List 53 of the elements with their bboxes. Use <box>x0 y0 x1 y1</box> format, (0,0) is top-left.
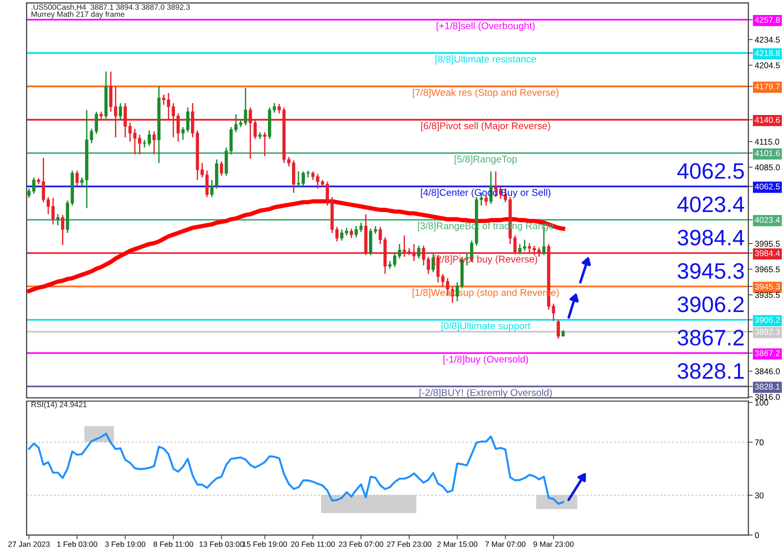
annotation: 3906.2 <box>678 296 744 312</box>
annotation: 3945.3 <box>678 263 744 279</box>
ref-line-label: [6/8]Pivot sell (Major Reverse) <box>421 122 550 132</box>
candlestick <box>556 319 560 340</box>
candlestick <box>272 102 276 114</box>
y-tick-label: 4115.0 <box>754 138 780 145</box>
y-tick-label: 3965.5 <box>754 266 780 272</box>
annotation: 3867.2 <box>678 330 744 346</box>
candlestick <box>76 170 79 187</box>
y-tick-label: 3935.5 <box>754 292 780 298</box>
y-tick-label: 100 <box>755 400 768 406</box>
ref-line-label: [5/8]RangeTop <box>454 155 517 164</box>
ref-line-label: [-1/8]buy (Oversold) <box>443 355 528 365</box>
candlestick <box>350 228 353 239</box>
y-tick-label: 3867.2 <box>754 350 780 356</box>
y-tick-label: 30 <box>754 492 764 498</box>
ref-line-label: [-2/8]BUY! (Extremly Oversold) <box>420 388 552 398</box>
y-tick-label: 3816.0 <box>754 394 780 400</box>
y-tick-label: 0 <box>754 532 759 538</box>
y-tick-label: 4023.4 <box>754 216 780 223</box>
y-tick-label: 3945.3 <box>754 284 780 290</box>
y-tick-label: 4062.5 <box>754 184 780 190</box>
candlestick <box>263 132 266 157</box>
candlestick <box>56 214 60 226</box>
line-series <box>28 432 564 505</box>
candlestick <box>432 252 435 273</box>
ref-line-label: [8/8]Ultimate resistance <box>436 55 536 64</box>
candlestick <box>118 102 122 121</box>
annotation: 4062.5 <box>677 163 744 179</box>
y-tick-label: 4257.8 <box>754 16 780 23</box>
y-tick-label: 4101.6 <box>754 150 780 156</box>
y-tick-label: 70 <box>755 439 764 446</box>
y-tick-label: 4218.8 <box>754 50 780 56</box>
y-tick-label: 4085.0 <box>754 164 780 170</box>
y-tick-label: 4204.5 <box>754 62 780 68</box>
y-tick-label: 4234.5 <box>754 36 780 43</box>
y-tick-label: 3906.2 <box>754 317 780 323</box>
y-tick-label: 3828.1 <box>754 384 780 390</box>
y-tick-label: 3995.5 <box>754 240 780 247</box>
ref-line-label: [7/8]Weak res (Stop and Reverse) <box>412 88 558 98</box>
annotation: 3828.1 <box>678 363 744 379</box>
y-tick-label: 4179.7 <box>754 84 780 90</box>
annotation: 3984.4 <box>678 230 744 246</box>
ref-line-label: [0/8]Ultimate support <box>441 322 530 332</box>
y-tick-label: 3846.0 <box>754 368 780 374</box>
candlestick <box>61 214 64 246</box>
annotation: 4023.4 <box>677 196 744 212</box>
candlestick <box>152 130 156 156</box>
candlestick <box>220 160 224 176</box>
y-tick-label: 4140.6 <box>754 116 780 123</box>
candlestick <box>417 245 420 260</box>
ref-line-label: [+1/8]sell (Overbought) <box>436 22 535 32</box>
y-tick-label: 3984.4 <box>754 250 780 256</box>
